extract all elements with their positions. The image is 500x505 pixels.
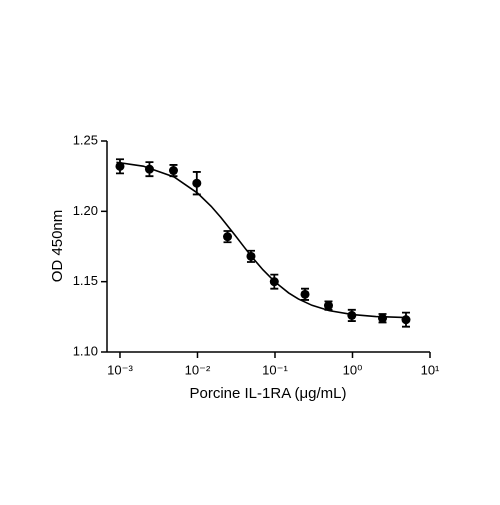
data-point	[323, 301, 333, 311]
data-point	[223, 232, 233, 242]
data-point	[115, 161, 125, 171]
data-point	[347, 310, 357, 320]
x-tick-label: 10¹	[421, 362, 440, 377]
data-point	[192, 178, 202, 188]
x-tick-label: 10⁻³	[107, 362, 133, 377]
data-point	[401, 315, 411, 325]
data-point	[300, 289, 310, 299]
y-axis-label: OD 450nm	[49, 210, 66, 283]
x-tick-label: 10⁻¹	[262, 362, 288, 377]
data-point	[144, 164, 154, 174]
x-tick-label: 10⁻²	[185, 362, 211, 377]
y-tick-label: 1.10	[73, 343, 98, 358]
x-tick-label: 10⁰	[343, 362, 363, 377]
data-point	[168, 166, 178, 176]
fit-curve	[116, 161, 407, 319]
y-tick-label: 1.15	[73, 273, 98, 288]
x-axis-label: Porcine IL-1RA (μg/mL)	[189, 385, 346, 402]
data-point	[269, 277, 279, 287]
data-point	[246, 251, 256, 261]
y-tick-label: 1.20	[73, 203, 98, 218]
y-tick-label: 1.25	[73, 132, 98, 147]
data-point	[378, 313, 388, 323]
